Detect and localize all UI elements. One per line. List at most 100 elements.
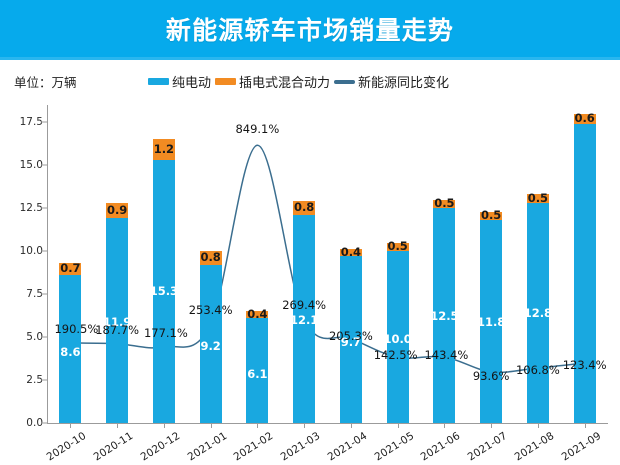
chart-legend: 纯电动 插电式混合动力 新能源同比变化 xyxy=(148,72,453,91)
x-tick-mark xyxy=(257,423,259,428)
trend-value-label: 106.8% xyxy=(515,362,560,377)
x-tick-mark xyxy=(117,423,119,428)
y-tick-mark xyxy=(41,250,47,252)
trend-value-label: 123.4% xyxy=(562,357,607,372)
bar-phev-value-label: 1.2 xyxy=(153,141,175,156)
bar-phev[interactable] xyxy=(106,202,129,219)
y-tick-label: 17.5 xyxy=(19,116,43,129)
y-tick-label: 0.0 xyxy=(26,417,43,429)
bar-phev-value-label: 0.7 xyxy=(60,261,81,276)
bar-phev-value-label: 0.8 xyxy=(293,200,315,215)
y-tick-mark xyxy=(41,379,47,381)
bar-phev[interactable] xyxy=(293,201,316,215)
title-banner-underline xyxy=(0,57,620,60)
bar-phev-value-label: 0.5 xyxy=(480,207,502,222)
bar-bev[interactable] xyxy=(526,202,549,423)
bar-bev-value-label: 6.1 xyxy=(247,367,268,382)
bar-bev[interactable] xyxy=(386,251,409,423)
bar-phev-value-label: 0.5 xyxy=(434,195,455,210)
legend-item-1[interactable]: 纯电动 xyxy=(148,72,211,91)
bar-phev-value-label: 0.9 xyxy=(106,202,128,217)
bar-phev[interactable] xyxy=(246,311,269,319)
bar-phev[interactable] xyxy=(386,242,409,252)
y-tick-label: 12.5 xyxy=(19,202,43,215)
bar-phev[interactable] xyxy=(199,251,222,265)
y-tick-mark xyxy=(41,293,47,295)
bar-bev-value-label: 12.5 xyxy=(430,309,459,324)
bar-phev[interactable] xyxy=(526,194,549,203)
y-tick-label: 10.0 xyxy=(19,245,43,258)
y-tick-mark xyxy=(41,121,47,123)
bar-bev-value-label: 10.0 xyxy=(383,331,412,346)
y-tick-label: 5.0 xyxy=(26,331,43,344)
bar-bev-value-label: 11.8 xyxy=(476,315,506,330)
y-tick-mark xyxy=(41,336,47,338)
trend-value-label: 142.5% xyxy=(373,348,418,363)
bar-bev-value-label: 12.1 xyxy=(289,312,319,327)
y-tick-label: 7.5 xyxy=(26,288,43,301)
unit-label: 单位：万辆 xyxy=(14,75,77,90)
x-tick-mark xyxy=(584,423,586,428)
bar-phev[interactable] xyxy=(573,113,596,124)
legend-swatch-icon xyxy=(215,78,237,85)
bar-phev[interactable] xyxy=(59,263,82,276)
bar-phev-value-label: 0.5 xyxy=(387,238,408,253)
x-tick-mark xyxy=(210,423,212,428)
legend-swatch-icon xyxy=(334,79,356,84)
y-tick-label: 15.0 xyxy=(19,159,43,172)
legend-item-3[interactable]: 新能源同比变化 xyxy=(334,72,449,91)
bar-phev-value-label: 0.6 xyxy=(574,110,595,125)
legend-item-2[interactable]: 插电式混合动力 xyxy=(215,72,330,91)
bar-phev-value-label: 0.5 xyxy=(527,190,549,205)
bar-bev-value-label: 8.6 xyxy=(60,344,81,359)
x-tick-mark xyxy=(491,423,493,428)
y-tick-mark xyxy=(41,422,47,424)
bar-phev[interactable] xyxy=(480,211,503,221)
trend-value-label: 190.5% xyxy=(54,321,99,336)
bar-bev-value-label: 9.2 xyxy=(200,339,221,354)
y-axis-line xyxy=(47,105,48,423)
trend-value-label: 187.7% xyxy=(95,322,140,337)
trend-value-label: 205.3% xyxy=(328,329,373,344)
bar-bev-value-label: 15.3 xyxy=(149,283,179,298)
bar-bev[interactable] xyxy=(106,218,129,423)
x-tick-mark xyxy=(304,423,306,428)
bar-bev[interactable] xyxy=(199,264,222,423)
trend-value-label: 143.4% xyxy=(424,347,469,362)
trend-value-label: 849.1% xyxy=(235,122,280,137)
legend-label: 新能源同比变化 xyxy=(358,76,450,91)
bar-phev[interactable] xyxy=(152,139,175,160)
x-tick-mark xyxy=(397,423,399,428)
legend-label: 纯电动 xyxy=(172,76,212,91)
bar-bev[interactable] xyxy=(59,275,82,423)
bar-bev-value-label: 12.8 xyxy=(523,306,553,321)
bar-bev[interactable] xyxy=(246,318,269,423)
trend-value-label: 177.1% xyxy=(143,325,188,340)
y-tick-label: 2.5 xyxy=(26,374,43,387)
x-tick-mark xyxy=(537,423,539,428)
bar-phev-value-label: 0.4 xyxy=(340,244,362,259)
y-tick-mark xyxy=(41,164,47,166)
bar-bev-value-label: 11.9 xyxy=(102,314,132,329)
x-tick-mark xyxy=(163,423,165,428)
trend-value-label: 269.4% xyxy=(282,298,327,313)
plot-area: 0.0 2.5 5.0 7.5 10.0 12.5 15.0 17.5 8.6 0.7 2020-1… xyxy=(0,100,620,465)
x-tick-mark xyxy=(350,423,352,428)
x-axis-line xyxy=(47,423,608,425)
legend-swatch-icon xyxy=(148,78,169,85)
bar-bev[interactable] xyxy=(339,256,362,423)
bar-bev[interactable] xyxy=(152,160,175,423)
bar-bev[interactable] xyxy=(480,220,503,423)
bar-bev[interactable] xyxy=(573,123,596,423)
x-tick-mark xyxy=(444,423,446,428)
y-tick-mark xyxy=(41,207,47,209)
bar-phev-value-label: 0.8 xyxy=(200,249,221,264)
bar-phev[interactable] xyxy=(433,199,456,209)
bar-bev[interactable] xyxy=(433,208,456,423)
bar-phev[interactable] xyxy=(339,249,362,257)
page-title: 新能源轿车市场销量走势 xyxy=(165,15,455,45)
trend-value-label: 93.6% xyxy=(472,368,510,383)
x-tick-mark xyxy=(70,423,72,428)
bar-bev[interactable] xyxy=(293,215,316,423)
